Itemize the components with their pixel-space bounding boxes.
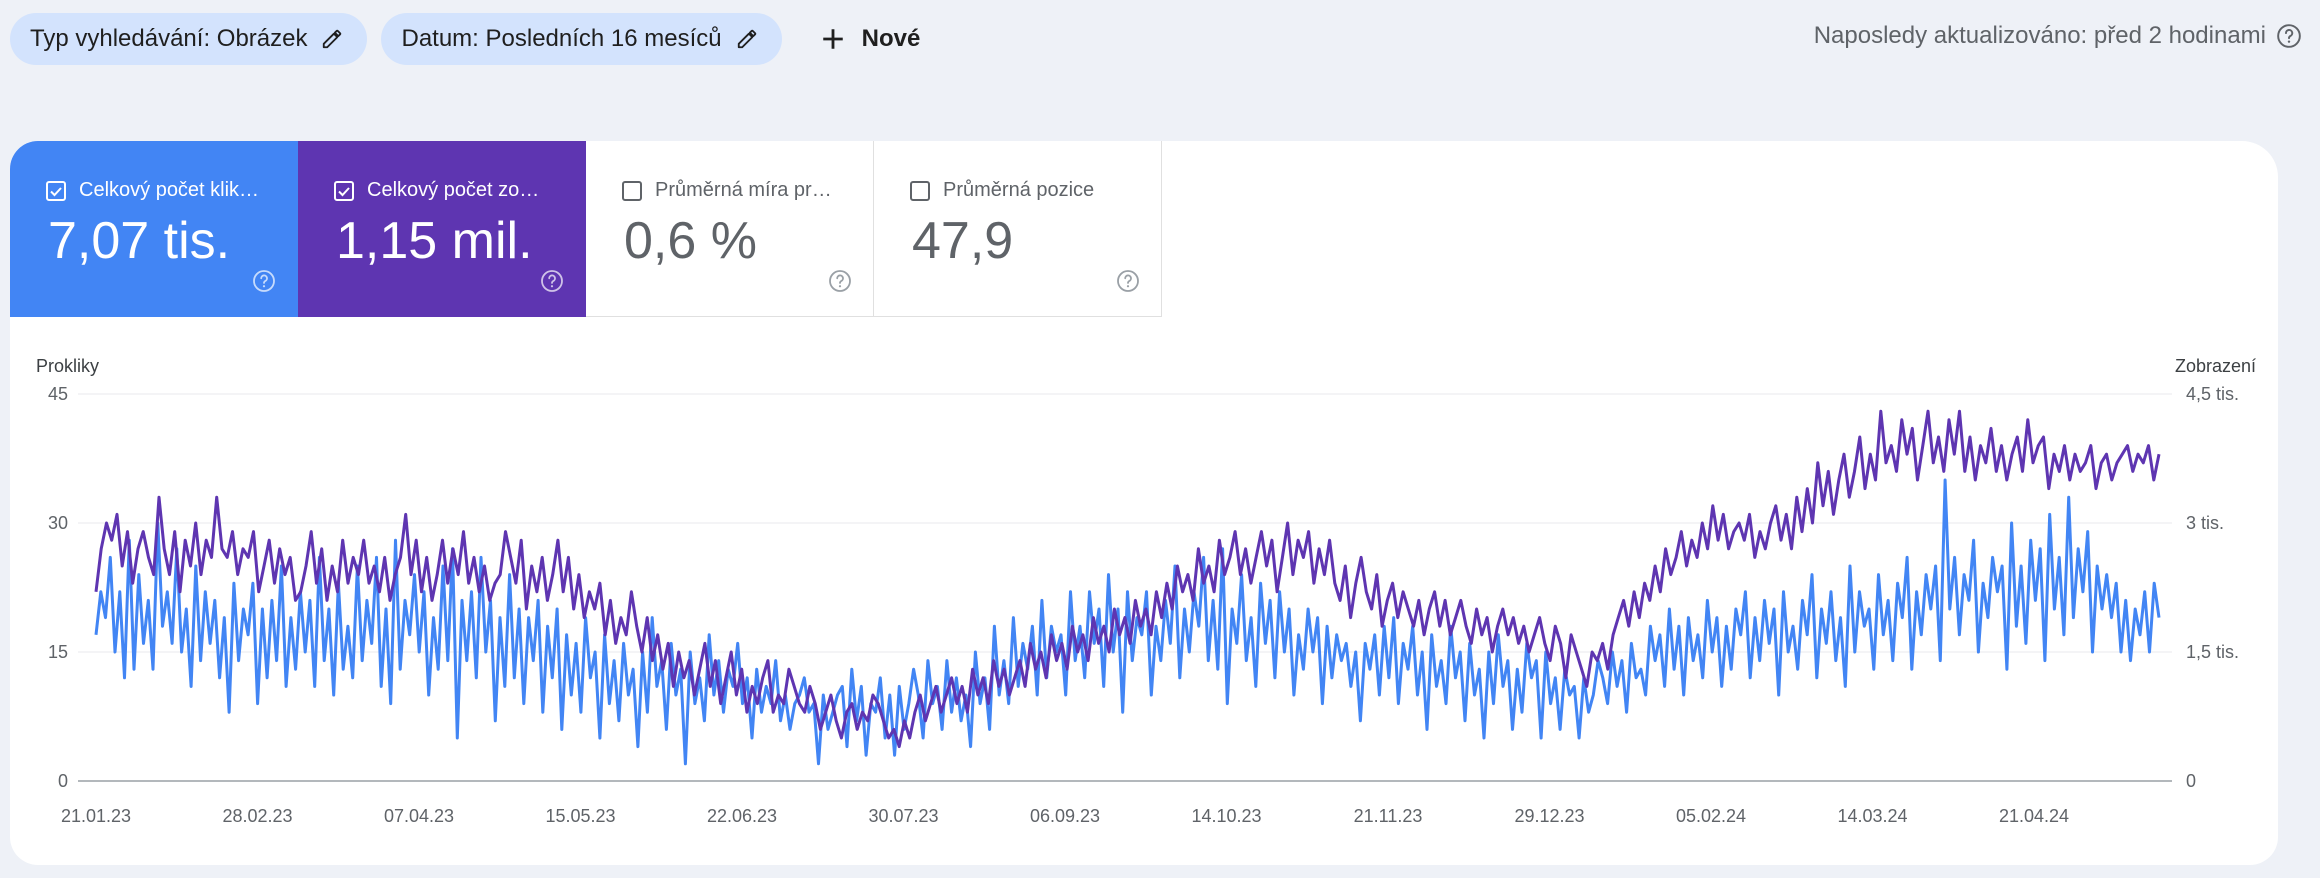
- x-tick-label: 14.10.23: [1191, 806, 1261, 826]
- x-tick-label: 14.03.24: [1837, 806, 1907, 826]
- right-tick-label: 3 tis.: [2186, 513, 2224, 533]
- checkbox-unchecked-icon[interactable]: [910, 181, 930, 201]
- left-tick-label: 0: [58, 771, 68, 791]
- pencil-icon[interactable]: [321, 28, 343, 50]
- metric-total-impressions[interactable]: Celkový počet zo… 1,15 mil.: [298, 141, 586, 317]
- left-axis-title: Prokliky: [36, 356, 99, 376]
- last-updated-text: Naposledy aktualizováno: před 2 hodinami: [1813, 22, 2266, 49]
- checkbox-unchecked-icon[interactable]: [622, 181, 642, 201]
- filter-chip-label: Typ vyhledávání: Obrázek: [30, 25, 308, 52]
- right-tick-label: 4,5 tis.: [2186, 384, 2239, 404]
- x-tick-label: 06.09.23: [1030, 806, 1100, 826]
- plus-icon: [820, 26, 846, 52]
- left-tick-label: 45: [48, 384, 68, 404]
- impressions-series-line: [94, 409, 2161, 749]
- filter-chip-label: Datum: Posledních 16 mesíců: [401, 25, 722, 52]
- x-tick-label: 05.02.24: [1676, 806, 1746, 826]
- x-tick-label: 30.07.23: [868, 806, 938, 826]
- metric-value: 47,9: [912, 212, 1014, 270]
- left-tick-label: 15: [48, 642, 68, 662]
- pencil-icon[interactable]: [736, 28, 758, 50]
- x-tick-label: 28.02.23: [222, 806, 292, 826]
- metric-average-position[interactable]: Průměrná pozice 47,9: [874, 141, 1162, 317]
- help-icon[interactable]: [252, 269, 276, 293]
- right-tick-label: 0: [2186, 771, 2196, 791]
- checkbox-checked-icon[interactable]: [46, 181, 66, 201]
- metric-value: 0,6 %: [624, 212, 757, 270]
- x-tick-label: 15.05.23: [545, 806, 615, 826]
- new-filter-button[interactable]: Nové: [796, 13, 937, 65]
- x-tick-label: 21.01.23: [61, 806, 131, 826]
- x-tick-label: 22.06.23: [707, 806, 777, 826]
- metric-value: 7,07 tis.: [48, 212, 231, 270]
- x-tick-label: 21.04.24: [1999, 806, 2069, 826]
- x-tick-label: 07.04.23: [384, 806, 454, 826]
- new-filter-label: Nové: [861, 25, 921, 52]
- date-filter-chip[interactable]: Datum: Posledních 16 mesíců: [381, 13, 782, 65]
- help-icon[interactable]: [540, 269, 564, 293]
- right-axis-title: Zobrazení: [2175, 356, 2256, 376]
- right-tick-label: 1,5 tis.: [2186, 642, 2239, 662]
- metric-value: 1,15 mil.: [336, 212, 533, 270]
- help-icon[interactable]: [2276, 23, 2302, 49]
- performance-card: Celkový počet klik… 7,07 tis. Celkový po…: [10, 141, 2278, 865]
- help-icon[interactable]: [1116, 269, 1140, 293]
- checkbox-checked-icon[interactable]: [334, 181, 354, 201]
- metric-tiles: Celkový počet klik… 7,07 tis. Celkový po…: [10, 141, 1162, 317]
- x-tick-label: 21.11.23: [1354, 806, 1423, 826]
- clicks-series-line: [94, 478, 2161, 766]
- metric-average-ctr[interactable]: Průměrná míra pr… 0,6 %: [586, 141, 874, 317]
- performance-chart[interactable]: Prokliky Zobrazení 0 15 30 45 0 1,5 tis. 3 tis. 4…: [10, 141, 2278, 865]
- x-tick-label: 29.12.23: [1514, 806, 1584, 826]
- filter-bar: Typ vyhledávání: Obrázek Datum: Poslední…: [10, 13, 936, 65]
- metric-total-clicks[interactable]: Celkový počet klik… 7,07 tis.: [10, 141, 298, 317]
- left-tick-label: 30: [48, 513, 68, 533]
- search-type-filter-chip[interactable]: Typ vyhledávání: Obrázek: [10, 13, 368, 65]
- last-updated: Naposledy aktualizováno: před 2 hodinami: [1814, 22, 2302, 50]
- help-icon[interactable]: [828, 269, 852, 293]
